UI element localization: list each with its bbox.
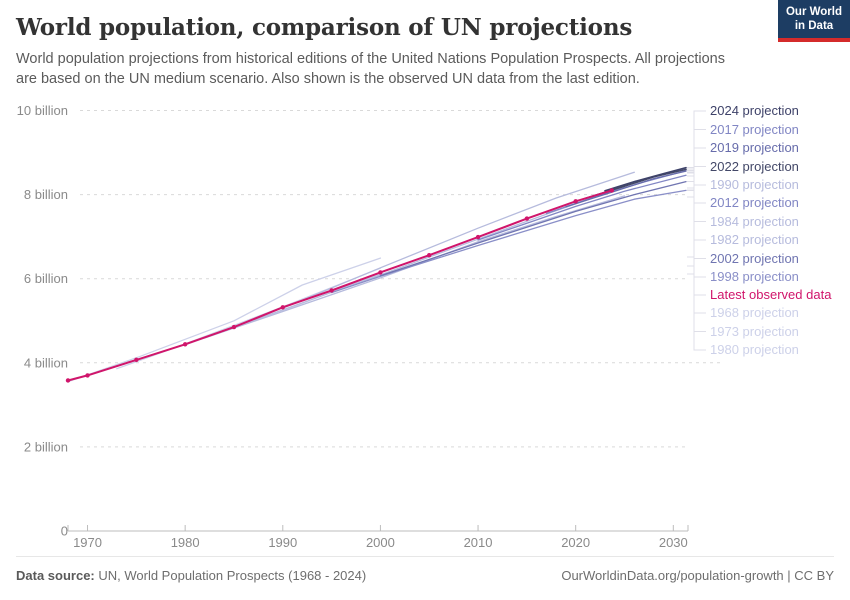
legend-leader-line — [687, 166, 706, 173]
observed-data-point — [573, 199, 578, 204]
observed-data-point — [65, 378, 71, 383]
series-line-proj-2002[interactable] — [379, 180, 687, 277]
observed-data-point — [280, 305, 285, 310]
x-tick-label: 1990 — [268, 535, 297, 550]
legend-leader-line — [687, 129, 706, 170]
series-line-proj-1990[interactable] — [282, 171, 635, 309]
legend-leader-line — [687, 273, 706, 351]
x-tick-label: 2020 — [561, 535, 590, 550]
observed-data-point — [134, 357, 139, 363]
footer-link[interactable]: OurWorldinData.org/population-growth | C… — [561, 568, 834, 583]
legend-label-proj-2002[interactable]: 2002 projection — [710, 250, 799, 266]
series-line-proj-1998[interactable] — [330, 189, 687, 294]
legend-leader-line — [687, 190, 706, 296]
x-tick-label: 2010 — [464, 535, 493, 550]
x-tick-label: 2030 — [659, 535, 688, 550]
observed-data-point — [609, 188, 615, 193]
observed-data-point — [427, 252, 432, 258]
legend-label-proj-1973[interactable]: 1973 projection — [710, 323, 799, 339]
y-tick-label: 10 billion — [17, 103, 68, 118]
legend-label-proj-1990[interactable]: 1990 projection — [710, 177, 799, 192]
x-tick-label: 2000 — [366, 535, 395, 550]
legend-label-proj-1982[interactable]: 1982 projection — [710, 232, 799, 247]
legend-label-proj-1980[interactable]: 1980 projection — [710, 342, 799, 357]
series-line-proj-2019[interactable] — [565, 170, 687, 208]
chart-header: World population, comparison of UN proje… — [16, 14, 834, 89]
legend-leader-line — [687, 187, 706, 222]
footer-source-text: UN, World Population Prospects (1968 - 2… — [94, 568, 367, 583]
observed-data-point — [378, 270, 383, 275]
y-tick-label: 0 — [61, 524, 68, 539]
series-line-proj-1968[interactable] — [67, 257, 382, 383]
legend-leader-line — [687, 181, 706, 259]
legend-label-proj-1984[interactable]: 1984 projection — [710, 213, 799, 229]
y-tick-label: 8 billion — [24, 187, 68, 202]
x-tick-label: 1980 — [171, 535, 200, 550]
observed-data-point — [182, 342, 188, 347]
owid-logo-line2: in Data — [794, 20, 834, 33]
legend-label-proj-2022[interactable]: 2022 projection — [710, 158, 799, 174]
observed-data-point — [475, 234, 481, 240]
series-line-proj-2024[interactable] — [604, 166, 687, 192]
legend-leader-line — [687, 172, 706, 186]
observed-data-point — [231, 324, 237, 330]
owid-logo[interactable]: Our World in Data — [778, 0, 850, 42]
series-line-proj-2012[interactable] — [477, 174, 687, 241]
legend-leader-line — [687, 110, 706, 168]
footer-source: Data source: UN, World Population Prospe… — [16, 568, 366, 583]
observed-data-point — [85, 373, 90, 378]
y-tick-label: 2 billion — [24, 439, 68, 454]
legend-leader-line — [687, 265, 706, 332]
y-tick-label: 4 billion — [24, 355, 68, 370]
legend-label-proj-2012[interactable]: 2012 projection — [710, 195, 799, 210]
legend-label-proj-1998[interactable]: 1998 projection — [710, 269, 799, 284]
series-line-proj-1982[interactable] — [204, 195, 626, 339]
legend-leader-line — [687, 256, 706, 314]
page-footer: Data source: UN, World Population Prospe… — [16, 556, 834, 583]
observed-data-point — [329, 288, 334, 293]
y-tick-label: 6 billion — [24, 271, 68, 286]
legend-label-proj-2019[interactable]: 2019 projection — [710, 140, 799, 155]
page-subtitle: World population projections from histor… — [16, 50, 725, 87]
page-title: World population, comparison of UN proje… — [16, 14, 633, 41]
legend-label-observed[interactable]: Latest observed data — [710, 287, 832, 302]
x-tick-label: 1970 — [73, 535, 102, 550]
legend-leader-line — [687, 175, 706, 204]
legend-label-proj-2024[interactable]: 2024 projection — [710, 103, 799, 118]
owid-logo-line1: Our World — [785, 6, 842, 18]
series-line-observed[interactable] — [67, 189, 613, 382]
legend-label-proj-2017[interactable]: 2017 projection — [710, 121, 799, 137]
observed-data-point — [524, 216, 530, 221]
series-line-proj-1984[interactable] — [223, 186, 626, 332]
footer-source-label: Data source: — [16, 568, 95, 583]
legend-label-proj-1968[interactable]: 1968 projection — [710, 305, 799, 320]
